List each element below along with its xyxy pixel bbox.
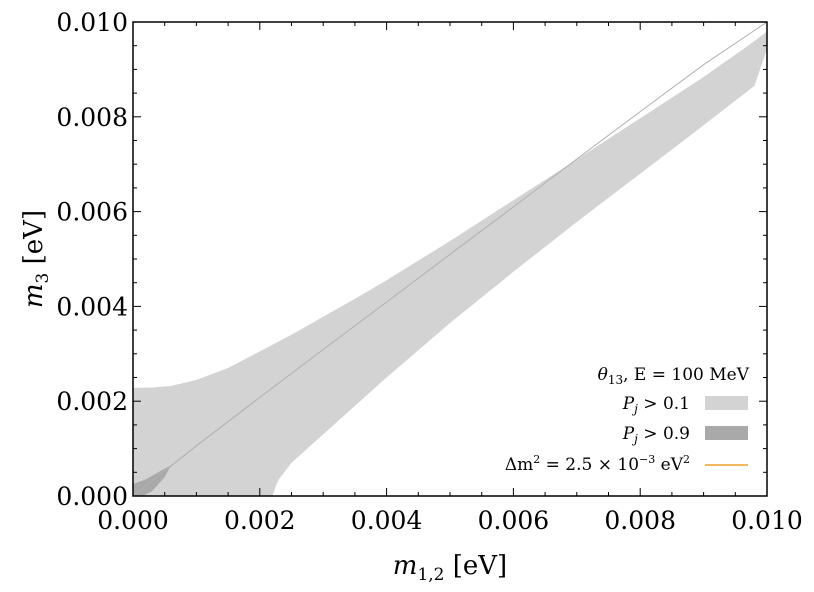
- x-axis-label: m1,2 [eV]: [393, 551, 507, 585]
- axis-ticks: [132, 21, 768, 497]
- band-pj-0.1: [133, 31, 767, 496]
- y-tick-label: 0.008: [56, 103, 128, 132]
- y-tick-label: 0.010: [56, 8, 128, 37]
- x-tick-labels: 0.000 0.002 0.004 0.006 0.008 0.010: [97, 506, 803, 535]
- y-tick-label: 0.006: [56, 198, 128, 227]
- legend-swatch-pj01: [705, 396, 748, 410]
- legend-label-pj09: Pj > 0.9: [622, 424, 690, 446]
- y-tick-label: 0.004: [56, 292, 128, 321]
- x-tick-label: 0.006: [478, 506, 550, 535]
- legend-label-pj01: Pj > 0.1: [622, 394, 690, 416]
- legend-title: θ13, E = 100 MeV: [598, 365, 750, 387]
- mass-splitting-line: [133, 22, 767, 496]
- dm2-line: [133, 22, 767, 496]
- y-axis-label: m3 [eV]: [19, 210, 53, 308]
- y-tick-label: 0.000: [56, 482, 128, 511]
- x-tick-label: 0.010: [731, 506, 803, 535]
- x-tick-label: 0.002: [224, 506, 296, 535]
- x-tick-label: 0.000: [97, 506, 169, 535]
- y-tick-labels: 0.000 0.002 0.004 0.006 0.008 0.010: [56, 8, 128, 511]
- legend-swatch-pj09: [705, 426, 748, 440]
- x-tick-label: 0.008: [604, 506, 676, 535]
- legend-label-dm2: Δm2 = 2.5 × 10−3 eV2: [505, 453, 690, 475]
- legend: θ13, E = 100 MeV Pj > 0.1 Pj > 0.9 Δm2 =…: [505, 365, 750, 475]
- y-tick-label: 0.002: [56, 387, 128, 416]
- x-tick-label: 0.004: [351, 506, 423, 535]
